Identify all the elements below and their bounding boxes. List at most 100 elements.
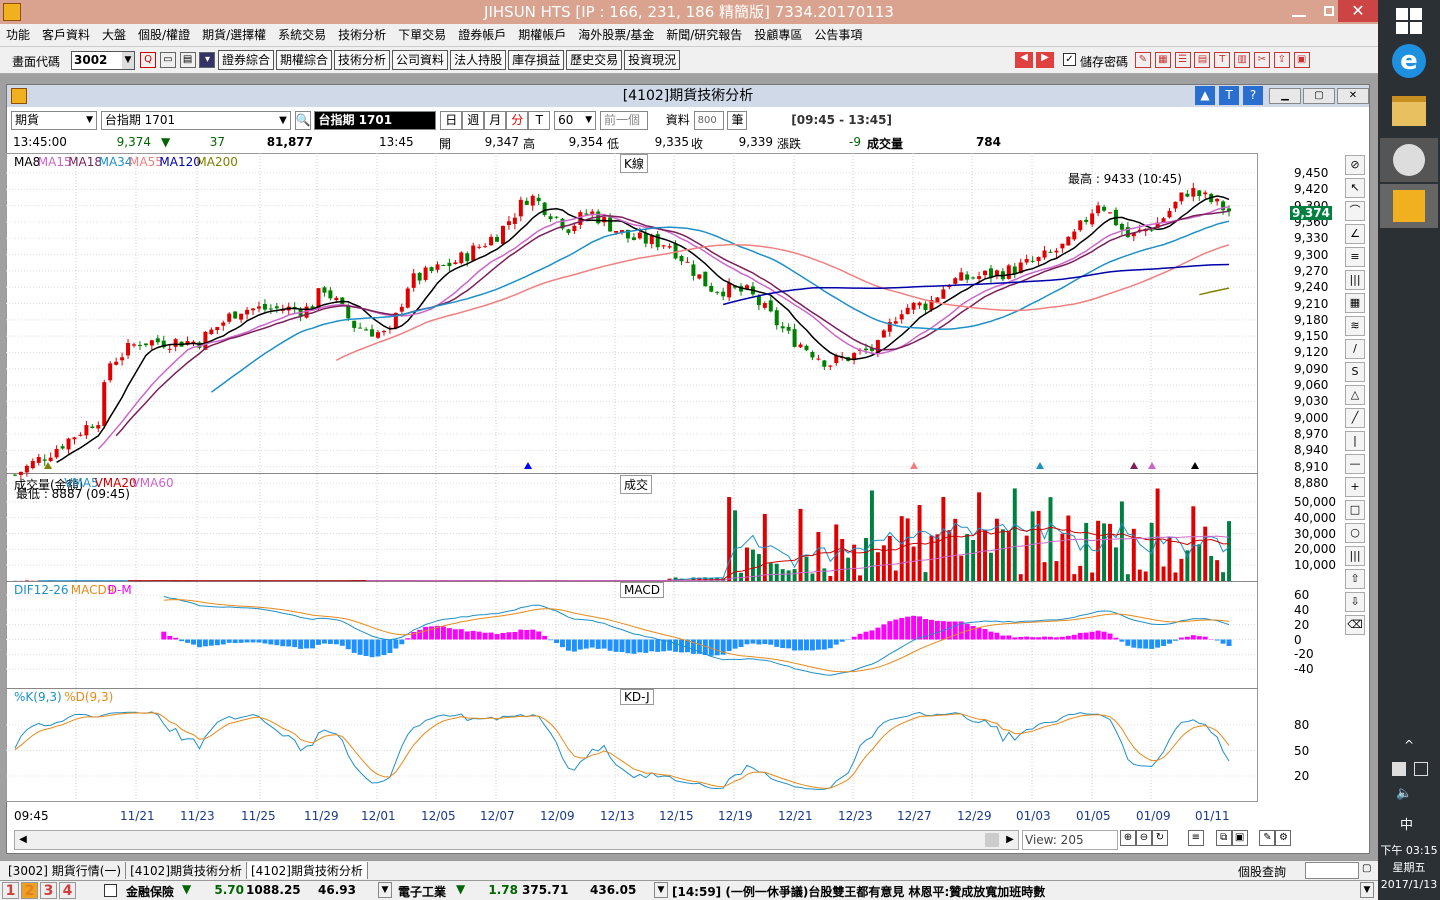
forward-arrow-icon[interactable]: ▶	[1036, 52, 1054, 68]
fib-icon[interactable]: |||	[1345, 270, 1365, 290]
win-minimize-icon[interactable]: ▁	[1269, 88, 1301, 104]
refresh-icon[interactable]: ↻	[1152, 830, 1168, 846]
fan-icon[interactable]: ≋	[1345, 316, 1365, 336]
triangle-icon[interactable]: △	[1345, 385, 1365, 405]
scroll-left-icon[interactable]: ◀	[19, 834, 27, 845]
file-explorer-icon[interactable]	[1392, 96, 1426, 126]
news-dropdown[interactable]: ▼	[1360, 882, 1374, 898]
jihsun-app-icon[interactable]	[1380, 184, 1438, 228]
window-tab-1[interactable]: [4102]期貨技術分析	[126, 862, 247, 879]
sector2-dropdown[interactable]: ▼	[654, 882, 668, 898]
export-icon[interactable]: ⇪	[1273, 52, 1290, 68]
toolbar-button-4[interactable]: 法人持股	[450, 50, 507, 70]
window-tab-0[interactable]: [3002] 期貨行情(一)	[4, 862, 127, 879]
menu-item-7[interactable]: 下單交易	[398, 28, 447, 42]
win-close-icon[interactable]: ✕	[1337, 88, 1369, 104]
symbol-search-icon[interactable]: 🔍	[294, 111, 311, 130]
eraser-icon[interactable]: ⌫	[1345, 615, 1365, 635]
menu-item-1[interactable]: 客戶資料	[42, 28, 91, 42]
period-button-0[interactable]: 日	[440, 111, 463, 130]
view-count[interactable]: View: 205	[1022, 830, 1118, 850]
wave-icon[interactable]: S	[1345, 362, 1365, 382]
screen-button-2[interactable]: 2	[21, 882, 38, 899]
toolbar-button-5[interactable]: 庫存損益	[508, 50, 565, 70]
pen-icon[interactable]: ✎	[1135, 52, 1151, 68]
collapse-icon[interactable]: ▢	[1362, 863, 1372, 874]
help-icon[interactable]: ?	[1243, 86, 1263, 105]
network-icon[interactable]	[1392, 762, 1406, 776]
win-maximize-icon[interactable]: ▢	[1303, 88, 1335, 104]
tools-icon[interactable]: ✂	[1253, 52, 1270, 68]
menu-item-12[interactable]: 投顧專區	[754, 28, 803, 42]
screen-button-3[interactable]: 3	[40, 882, 57, 899]
window-tab-2[interactable]: [4102]期貨技術分析	[247, 862, 368, 879]
menu-item-11[interactable]: 新聞/研究報告	[666, 28, 743, 42]
toolbar-button-0[interactable]: 證券綜合	[218, 50, 275, 70]
period-button-2[interactable]: 月	[484, 111, 507, 130]
move-up-icon[interactable]: ▲	[1195, 86, 1215, 105]
chart-scrollbar[interactable]: ◀ ▶	[14, 830, 1019, 850]
prev-button[interactable]: 前一個	[599, 111, 648, 130]
line-icon[interactable]: /	[1345, 339, 1365, 359]
screen-button-1[interactable]: 1	[2, 882, 19, 899]
search-icon[interactable]: Q	[140, 52, 156, 68]
menu-item-2[interactable]: 大盤	[102, 28, 127, 42]
period-button-3[interactable]: 分	[506, 111, 529, 130]
data-count-input[interactable]: 800	[693, 111, 724, 130]
ray-icon[interactable]: ╱	[1345, 408, 1365, 428]
crosshair-icon[interactable]: +	[1345, 477, 1365, 497]
angle-icon[interactable]: ∠	[1345, 224, 1365, 244]
arrow-up-icon[interactable]: ⇧	[1345, 569, 1365, 589]
rectangle-icon[interactable]: □	[1345, 500, 1365, 520]
toolbar-button-1[interactable]: 期權綜合	[276, 50, 333, 70]
notification-icon[interactable]	[1414, 762, 1428, 776]
grid-icon[interactable]: ▦	[1345, 293, 1365, 313]
cursor-icon[interactable]: ↖	[1345, 178, 1365, 198]
stock-query-input[interactable]	[1305, 862, 1359, 879]
arc-icon[interactable]: ⌒	[1345, 201, 1365, 221]
restore-icon[interactable]	[1324, 6, 1334, 16]
arrow-down-icon[interactable]: ⇩	[1345, 592, 1365, 612]
table-icon[interactable]: ▤	[1194, 52, 1211, 68]
toolbar-button-2[interactable]: 技術分析	[334, 50, 391, 70]
menu-item-0[interactable]: 功能	[6, 28, 31, 42]
volume-icon[interactable]: 🔈	[1396, 786, 1413, 801]
toolbar-button-3[interactable]: 公司資料	[392, 50, 449, 70]
ime-indicator[interactable]: 中	[1400, 818, 1414, 833]
system-clock[interactable]: 下午 03:15 星期五 2017/1/13	[1378, 842, 1440, 893]
zoom-out-icon[interactable]: ⊖	[1136, 830, 1152, 846]
period-button-1[interactable]: 週	[462, 111, 485, 130]
type-select[interactable]: 期貨 ▼	[11, 111, 97, 130]
draw-icon[interactable]: ✎	[1259, 830, 1276, 846]
menu-item-5[interactable]: 系統交易	[278, 28, 327, 42]
ellipse-icon[interactable]: ○	[1345, 523, 1365, 543]
clear-icon[interactable]: ⊘	[1345, 155, 1365, 175]
menu-item-10[interactable]: 海外股票/基金	[578, 28, 655, 42]
horizontal-line-icon[interactable]: —	[1345, 454, 1365, 474]
print-icon[interactable]: ▤	[179, 52, 196, 68]
vertical-line-icon[interactable]: |	[1345, 431, 1365, 451]
channel-icon[interactable]: ≡	[1345, 247, 1365, 267]
layout-icon[interactable]: ▣	[1293, 52, 1310, 68]
save-password-checkbox[interactable]: ✓	[1063, 53, 1076, 66]
code-input[interactable]: 3002 ▼	[71, 51, 135, 70]
ie-browser-icon[interactable]: e	[1392, 44, 1426, 78]
zoom-in-icon[interactable]: ⊕	[1120, 830, 1136, 846]
indicator-icon[interactable]: ≡	[1187, 830, 1204, 846]
news-ticker[interactable]: [14:59] (一例一休爭議)台股雙王都有意見 林恩平:贊成放寬加班時數	[672, 885, 1046, 899]
scroll-right-icon[interactable]: ▶	[1006, 834, 1014, 845]
cycle-icon[interactable]: |||	[1345, 546, 1365, 566]
toolbar-button-6[interactable]: 歷史交易	[566, 50, 623, 70]
chart-area[interactable]	[6, 153, 1258, 803]
menu-item-6[interactable]: 技術分析	[338, 28, 387, 42]
sector1-dropdown[interactable]: ▼	[378, 882, 392, 898]
settings-icon[interactable]: ⚙	[1275, 830, 1292, 846]
close-icon[interactable]: ✕	[1338, 0, 1378, 22]
paint-app-icon[interactable]	[1380, 138, 1438, 182]
list-icon[interactable]: ☰	[1174, 52, 1191, 68]
chart-icon[interactable]: ▦	[1154, 52, 1171, 68]
scroll-thumb[interactable]	[985, 833, 999, 847]
text-icon[interactable]: T	[1214, 52, 1231, 68]
dropdown-icon[interactable]: ▾	[199, 52, 216, 68]
windows-start-icon[interactable]	[1396, 8, 1422, 34]
